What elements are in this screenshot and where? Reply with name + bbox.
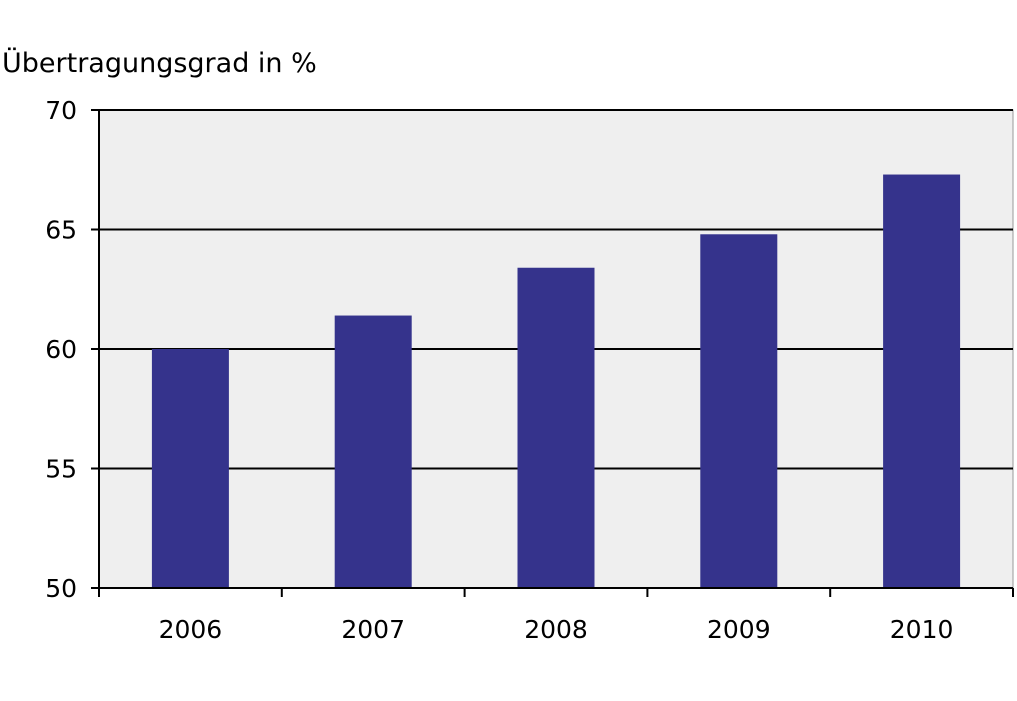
x-tick-label-2008: 2008: [524, 615, 588, 644]
x-tick-label-2009: 2009: [707, 615, 771, 644]
bar-2007: [334, 315, 412, 588]
y-axis-ticks: 50 55 60 65 70: [45, 96, 99, 603]
bar-2010: [883, 174, 961, 588]
y-tick-label-70: 70: [45, 96, 77, 125]
bar-2009: [700, 234, 778, 588]
y-tick-label-50: 50: [45, 574, 77, 603]
x-tick-label-2006: 2006: [159, 615, 223, 644]
y-tick-label-60: 60: [45, 335, 77, 364]
y-tick-label-65: 65: [45, 216, 77, 245]
x-tick-label-2007: 2007: [341, 615, 405, 644]
y-tick-label-55: 55: [45, 455, 77, 484]
bar-2006: [151, 349, 229, 588]
y-axis-title: Übertragungsgrad in %: [2, 47, 317, 79]
x-axis-ticks: 2006 2007 2008 2009 2010: [98, 588, 1014, 644]
x-tick-label-2010: 2010: [890, 615, 954, 644]
bar-2008: [517, 267, 595, 588]
bars: [151, 174, 961, 588]
